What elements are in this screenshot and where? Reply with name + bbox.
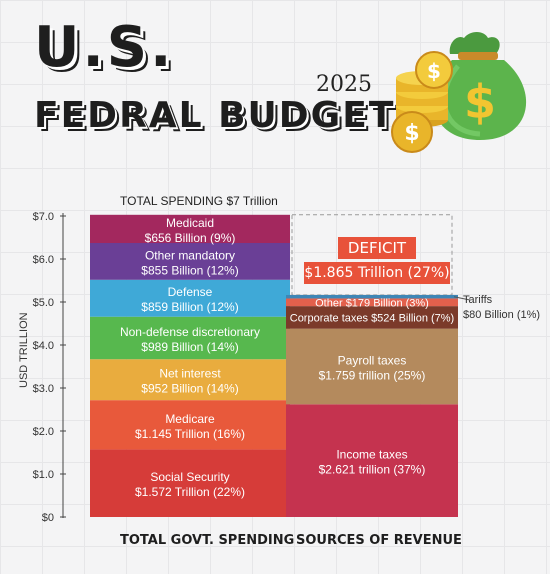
y-tick-label: $3.0 bbox=[33, 383, 54, 395]
bar-segment-revenue bbox=[286, 298, 458, 307]
svg-text:$: $ bbox=[404, 121, 419, 146]
bar-segment-value: $2.621 trillion (37%) bbox=[319, 463, 426, 477]
bar-segment-revenue bbox=[286, 404, 458, 517]
bar-segment-value: $855 Billion (12%) bbox=[141, 263, 238, 277]
bar-segment-name: Medicaid bbox=[166, 216, 214, 230]
bar-segment-spending bbox=[90, 243, 290, 280]
bar-segment-name: Social Security bbox=[150, 470, 229, 484]
tariffs-note-value: $80 Billion (1%) bbox=[463, 309, 541, 321]
svg-text:$: $ bbox=[464, 75, 496, 129]
bar-segment-value: $989 Billion (14%) bbox=[141, 340, 238, 354]
tariffs-note: Tariffs $80 Billion (1%) bbox=[463, 293, 540, 323]
bar-segment-value: $952 Billion (14%) bbox=[141, 382, 238, 396]
x-category-revenue: SOURCES OF REVENUE bbox=[296, 533, 462, 548]
y-tick-label: $4.0 bbox=[33, 340, 54, 352]
bar-segment-name: Payroll taxes bbox=[338, 353, 407, 367]
svg-text:$: $ bbox=[427, 59, 441, 83]
deficit-box bbox=[291, 214, 453, 296]
y-tick-label: $7.0 bbox=[33, 211, 54, 223]
bar-segment-value: $656 Billion (9%) bbox=[145, 231, 236, 245]
x-category-spending: TOTAL GOVT. SPENDING bbox=[120, 533, 295, 548]
y-tick-label: $6.0 bbox=[33, 254, 54, 266]
tariffs-note-name: Tariffs bbox=[463, 294, 493, 306]
bar-segment-revenue bbox=[286, 306, 458, 329]
bar-segment-name: Other mandatory bbox=[145, 248, 235, 262]
tariffs-pointer bbox=[453, 296, 471, 301]
title-fedral-budget: FEDRAL BUDGET bbox=[34, 95, 396, 136]
bar-segment-spending bbox=[90, 449, 290, 517]
bar-segment-spending bbox=[90, 279, 290, 317]
y-tick-label: $5.0 bbox=[33, 297, 54, 309]
deficit-label: DEFICIT bbox=[338, 237, 416, 259]
bar-segment-spending bbox=[90, 316, 290, 360]
bar-segment-value: $1.145 Trillion (16%) bbox=[135, 427, 245, 441]
y-tick-label: $2.0 bbox=[33, 426, 54, 438]
bar-segment-spending bbox=[90, 359, 290, 401]
chart-title: TOTAL SPENDING $7 Trillion bbox=[120, 194, 278, 208]
title-year: 2025 bbox=[316, 72, 372, 97]
bar-segment-name: Income taxes bbox=[336, 448, 407, 462]
bar-segment-label: Corporate taxes $524 Billion (7%) bbox=[290, 312, 454, 324]
y-tick-label: $0 bbox=[42, 512, 54, 524]
bar-segment-name: Medicare bbox=[165, 412, 215, 426]
bar-segment-revenue bbox=[286, 328, 458, 405]
bar-segment-name: Defense bbox=[168, 285, 213, 299]
bar-segment-revenue bbox=[286, 294, 458, 299]
money-bag-icon: $ $ $ bbox=[391, 32, 527, 153]
bar-segment-value: $859 Billion (12%) bbox=[141, 300, 238, 314]
bar-segment-name: Non-defense discretionary bbox=[120, 325, 260, 339]
title-us: U.S. bbox=[34, 15, 175, 80]
bar-segment-label: Other $179 Billion (3%) bbox=[315, 297, 429, 309]
deficit-value: $1.865 Trillion (27%) bbox=[304, 262, 450, 284]
bar-segment-spending bbox=[90, 400, 290, 450]
bar-segment-value: $1.759 trillion (25%) bbox=[319, 368, 426, 382]
bar-segment-spending bbox=[90, 214, 290, 244]
y-tick-label: $1.0 bbox=[33, 469, 54, 481]
bar-segment-name: Net interest bbox=[159, 367, 221, 381]
bar-segment-value: $1.572 Trillion (22%) bbox=[135, 485, 245, 499]
